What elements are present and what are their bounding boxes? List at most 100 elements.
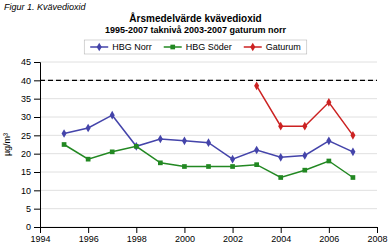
point — [86, 124, 91, 133]
subtitle: 1995-2007 taknivå 2003-2007 gaturum norr — [105, 25, 287, 35]
tick-label: 25 — [21, 131, 31, 141]
point — [206, 138, 211, 147]
y-axis: 0 5 10 15 20 25 30 35 40 45 — [21, 57, 41, 232]
point — [254, 146, 259, 155]
axis-line — [41, 228, 378, 234]
point — [230, 164, 235, 169]
tick-label: 2008 — [367, 234, 387, 244]
point — [86, 157, 91, 162]
tick: 1998 — [127, 227, 147, 244]
legend-marker — [97, 43, 102, 52]
plot-area: 1994 1996 1998 2000 2002 2004 2006 2008 0 5 10 15 20… — [21, 57, 388, 244]
series-line — [64, 145, 353, 178]
tick-label: 5 — [26, 204, 31, 214]
legend-item: HBG Söder — [164, 42, 232, 52]
tick-mark — [34, 135, 40, 136]
grid-line — [40, 98, 377, 99]
point — [206, 164, 211, 169]
figure-label: Figur 1. Kvävedioxid — [4, 2, 87, 12]
point — [134, 144, 139, 149]
point — [110, 149, 115, 154]
tick-label: 15 — [21, 167, 31, 177]
grid — [40, 62, 377, 227]
tick-label: 20 — [21, 149, 31, 159]
grid-line — [40, 190, 377, 191]
tick-mark — [34, 62, 40, 63]
legend-marker — [250, 43, 255, 52]
tick-label: 30 — [21, 112, 31, 122]
point — [326, 98, 331, 107]
tick: 5 — [26, 204, 40, 214]
tick-mark — [233, 227, 234, 233]
series-line — [257, 86, 353, 136]
axis-line — [34, 63, 41, 228]
grid-line — [40, 135, 377, 136]
tick: 1994 — [30, 227, 50, 244]
tick-mark — [88, 227, 89, 233]
grid-line — [40, 117, 377, 118]
point — [326, 136, 331, 145]
point — [351, 175, 356, 180]
tick-mark — [184, 227, 185, 233]
tick-label: 0 — [26, 222, 31, 232]
tick: 1996 — [79, 227, 99, 244]
tick-mark — [34, 80, 40, 81]
grid-line — [40, 62, 377, 63]
point — [254, 81, 259, 90]
point — [302, 151, 307, 160]
y-axis-title: µg/m³ — [2, 133, 12, 156]
tick-mark — [329, 227, 330, 233]
grid-line — [40, 172, 377, 173]
point — [350, 131, 355, 140]
point — [182, 136, 187, 145]
legend-label: HBG Norr — [112, 42, 152, 52]
legend: HBG Norr HBG Söder Gaturum — [84, 40, 307, 54]
point — [302, 122, 307, 131]
point — [254, 162, 259, 167]
tick-label: 45 — [21, 57, 31, 67]
point — [230, 155, 235, 164]
tick: 2008 — [367, 227, 387, 244]
tick-label: 1998 — [127, 234, 147, 244]
tick: 2002 — [223, 227, 243, 244]
tick: 25 — [21, 131, 40, 141]
tick: 35 — [21, 94, 40, 104]
tick-mark — [34, 154, 40, 155]
tick: 2004 — [271, 227, 291, 244]
grid-line — [40, 208, 377, 209]
tick-label: 2002 — [223, 234, 243, 244]
tick: 2000 — [175, 227, 195, 244]
point — [302, 168, 307, 173]
point — [62, 129, 67, 138]
threshold-line — [40, 80, 377, 81]
legend-label: Gaturum — [266, 42, 301, 52]
title: Årsmedelvärde kvävedioxid — [129, 12, 261, 24]
point — [110, 111, 115, 120]
tick: 15 — [21, 167, 40, 177]
tick: 10 — [21, 186, 40, 196]
point — [278, 153, 283, 162]
point — [350, 147, 355, 156]
tick: 0 — [26, 222, 40, 232]
point — [158, 160, 163, 165]
tick-mark — [34, 117, 40, 118]
tick: 2006 — [319, 227, 339, 244]
point — [62, 142, 67, 147]
tick-label: 1994 — [30, 234, 50, 244]
point — [182, 164, 187, 169]
legend-frame — [84, 40, 307, 54]
grid-line — [40, 153, 377, 154]
tick: 20 — [21, 149, 40, 159]
point — [327, 159, 332, 164]
grid-line — [40, 80, 377, 81]
tick-label: 1996 — [79, 234, 99, 244]
point — [278, 175, 283, 180]
tick-mark — [34, 209, 40, 210]
tick-mark — [34, 227, 40, 228]
tick-mark — [34, 190, 40, 191]
tick: 30 — [21, 112, 40, 122]
legend-label: HBG Söder — [186, 42, 232, 52]
legend-marker — [170, 45, 175, 50]
tick-mark — [136, 227, 137, 233]
tick: 40 — [21, 76, 40, 86]
